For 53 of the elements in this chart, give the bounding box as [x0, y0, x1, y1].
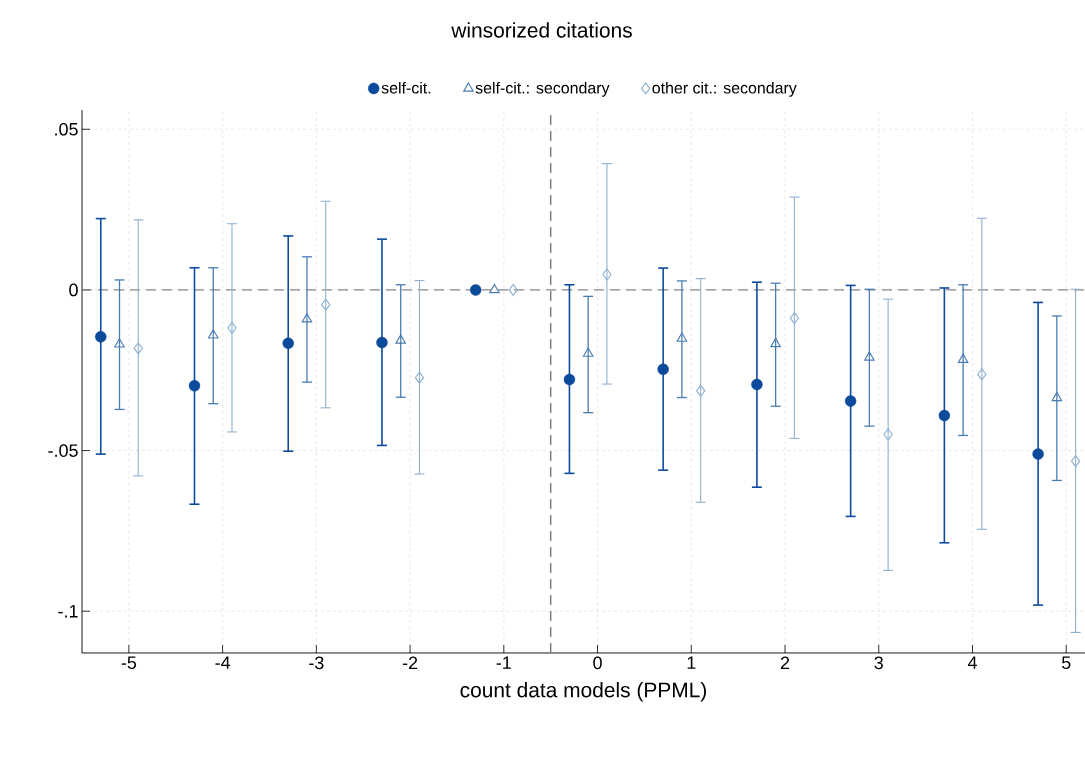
point — [864, 351, 875, 361]
point — [977, 368, 987, 381]
point — [207, 329, 219, 339]
point — [883, 428, 893, 441]
x-tick-label: -1 — [496, 656, 511, 669]
x-tick-label: 4 — [967, 656, 977, 669]
point — [582, 347, 594, 357]
legend-label: self-cit. — [381, 81, 431, 94]
point — [770, 337, 781, 348]
point — [844, 395, 857, 407]
x-tick-label: 2 — [780, 656, 790, 670]
x-tick-label: 5 — [1061, 656, 1071, 670]
x-tick-label: -4 — [215, 656, 231, 669]
point — [95, 331, 107, 343]
point — [657, 363, 669, 375]
point — [957, 353, 969, 363]
point — [563, 373, 576, 386]
point — [1051, 391, 1063, 402]
y-tick-label: -.05 — [48, 444, 78, 457]
point — [508, 283, 518, 296]
chart-title: winsorized citations — [451, 22, 632, 38]
point — [188, 379, 201, 392]
x-tick-label: 1 — [687, 656, 696, 669]
point — [395, 334, 407, 344]
x-tick-label: -2 — [402, 656, 418, 670]
point — [789, 312, 800, 325]
x-axis-title: count data models (PPML) — [460, 682, 706, 702]
y-tick-label: -.1 — [58, 605, 78, 618]
x-tick-label: 0 — [593, 656, 602, 670]
y-tick-label: 0 — [69, 283, 78, 297]
point — [1070, 455, 1081, 468]
point — [227, 321, 237, 334]
point — [376, 336, 388, 349]
point — [414, 371, 425, 384]
legend-label: other cit.: secondary — [652, 81, 797, 97]
point — [133, 342, 143, 355]
point — [282, 337, 294, 349]
legend-label: self-cit.: secondary — [475, 81, 610, 97]
point — [751, 378, 763, 391]
point — [321, 298, 331, 311]
point — [938, 409, 951, 422]
point — [602, 268, 612, 281]
y-tick-label: .05 — [55, 122, 78, 136]
point — [676, 332, 688, 342]
point — [470, 284, 482, 296]
x-tick-label: -3 — [309, 656, 324, 670]
x-tick-label: -5 — [121, 656, 137, 670]
point — [301, 313, 313, 323]
point — [1032, 448, 1044, 460]
x-tick-label: 3 — [874, 656, 883, 670]
point — [489, 283, 500, 294]
point — [695, 384, 706, 397]
point — [114, 338, 125, 348]
